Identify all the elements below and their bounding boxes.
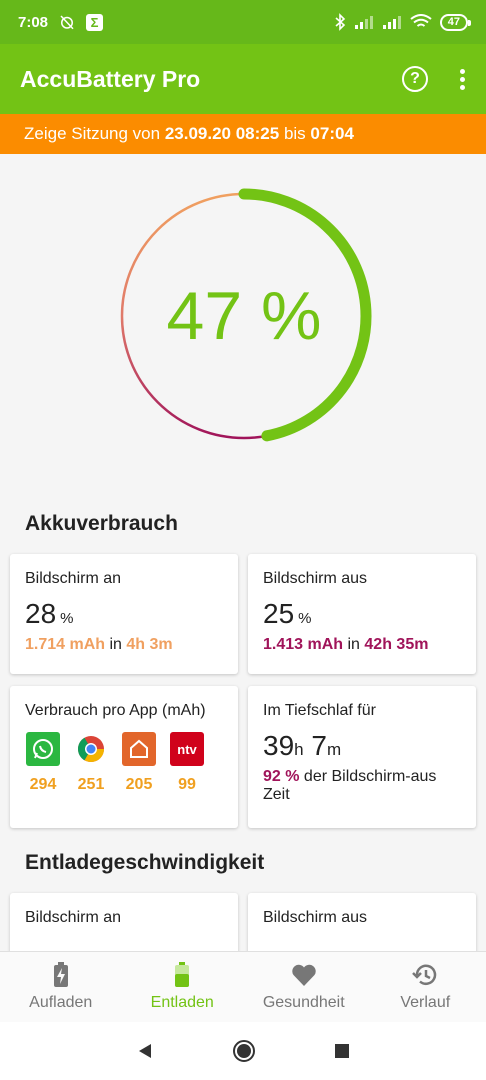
- app-entry-whatsapp[interactable]: 294: [25, 732, 61, 794]
- in-word: in: [109, 636, 122, 653]
- hours-unit: h: [294, 740, 304, 759]
- screen-on-usage-card[interactable]: Bildschirm an 28% 1.714 mAh in 4h 3m: [10, 554, 238, 674]
- percent-unit: %: [298, 610, 312, 627]
- nav-item-aufladen[interactable]: Aufladen: [0, 952, 122, 1022]
- deep-sleep-hours: 39: [263, 730, 295, 761]
- card-label: Bildschirm aus: [263, 570, 368, 587]
- mah-value: 1.714 mAh: [25, 636, 106, 653]
- app-usage-value: 205: [125, 776, 153, 793]
- app-title: AccuBattery Pro: [20, 65, 201, 92]
- help-icon[interactable]: ?: [402, 66, 428, 92]
- percent-value: 25: [263, 598, 295, 629]
- screen-off-usage-card[interactable]: Bildschirm aus 25% 1.413 mAh in 42h 35m: [248, 554, 476, 674]
- home-icon: [122, 732, 156, 766]
- status-bar: 7:08 Σ 47: [0, 0, 486, 44]
- system-navigation-bar: [0, 1022, 486, 1080]
- minutes-unit: m: [326, 740, 342, 759]
- nav-item-entladen[interactable]: Entladen: [122, 952, 244, 1022]
- nav-label: Gesundheit: [262, 994, 345, 1011]
- nav-label: Verlauf: [400, 994, 451, 1011]
- alarm-off-icon: [60, 15, 74, 30]
- app-entry-ntv[interactable]: ntv 99: [169, 732, 205, 794]
- nav-item-gesundheit[interactable]: Gesundheit: [243, 952, 365, 1022]
- app-usage-value: 294: [29, 776, 57, 793]
- deep-sleep-minutes: 7: [311, 730, 327, 761]
- overflow-menu-icon[interactable]: [458, 68, 466, 90]
- in-word: in: [347, 636, 360, 653]
- home-button-icon[interactable]: [232, 1039, 256, 1063]
- percent-unit: %: [60, 610, 74, 627]
- card-label: Bildschirm an: [25, 909, 122, 926]
- app-entry-chrome[interactable]: 251: [73, 732, 109, 794]
- signal-icon-2: [382, 16, 401, 29]
- battery-gauge: [120, 188, 372, 442]
- session-start: 23.09.20 08:25: [164, 124, 280, 143]
- back-icon[interactable]: [136, 1042, 154, 1060]
- percent-value: 28: [25, 598, 57, 629]
- recents-icon[interactable]: [334, 1043, 350, 1059]
- heart-icon: [291, 962, 317, 988]
- card-label: Im Tiefschlaf für: [263, 702, 376, 719]
- nav-item-verlauf[interactable]: Verlauf: [365, 952, 486, 1022]
- duration-value: 42h 35m: [364, 636, 429, 653]
- deep-sleep-card[interactable]: Im Tiefschlaf für 39h 7m 92 % der Bildsc…: [248, 686, 476, 828]
- deep-sleep-percent: 92 %: [263, 768, 300, 785]
- wifi-icon: [410, 14, 432, 27]
- session-prefix: Zeige Sitzung von: [24, 124, 161, 143]
- session-end: 07:04: [310, 124, 354, 143]
- chrome-icon: [74, 732, 108, 766]
- nav-label: Entladen: [150, 994, 214, 1011]
- session-banner[interactable]: Zeige Sitzung von 23.09.20 08:25 bis 07:…: [0, 114, 486, 154]
- app-entry-home[interactable]: 205: [121, 732, 157, 794]
- bluetooth-icon: [335, 13, 345, 31]
- session-mid: bis: [283, 124, 306, 143]
- bottom-navigation: Aufladen Entladen Gesundheit Verlauf: [0, 951, 486, 1022]
- card-label: Bildschirm an: [25, 570, 122, 587]
- per-app-usage-card[interactable]: Verbrauch pro App (mAh) 294 251 205 ntv …: [10, 686, 238, 828]
- discharge-section-title: Entladegeschwindigkeit: [25, 851, 265, 874]
- battery-percent: 47 %: [166, 278, 322, 354]
- whatsapp-icon: [26, 732, 60, 766]
- sigma-icon: Σ: [86, 13, 104, 31]
- app-usage-value: 251: [77, 776, 105, 793]
- mah-value: 1.413 mAh: [263, 636, 344, 653]
- ntv-icon: ntv: [170, 732, 204, 766]
- battery-icon: [169, 962, 195, 988]
- app-usage-value: 99: [178, 776, 196, 793]
- nav-label: Aufladen: [29, 994, 93, 1011]
- history-icon: [412, 962, 438, 988]
- deep-sleep-desc: der Bildschirm-aus Zeit: [263, 768, 437, 803]
- app-bar: AccuBattery Pro ?: [0, 44, 486, 114]
- battery-status: 47: [439, 13, 472, 31]
- card-label: Verbrauch pro App (mAh): [25, 702, 206, 719]
- signal-icon: [354, 16, 373, 29]
- gauge-fill-arc: [238, 188, 372, 442]
- usage-section-title: Akkuverbrauch: [25, 512, 178, 535]
- card-label: Bildschirm aus: [263, 909, 368, 926]
- status-time: 7:08: [18, 13, 49, 31]
- charging-battery-icon: [48, 962, 74, 988]
- duration-value: 4h 3m: [126, 636, 173, 653]
